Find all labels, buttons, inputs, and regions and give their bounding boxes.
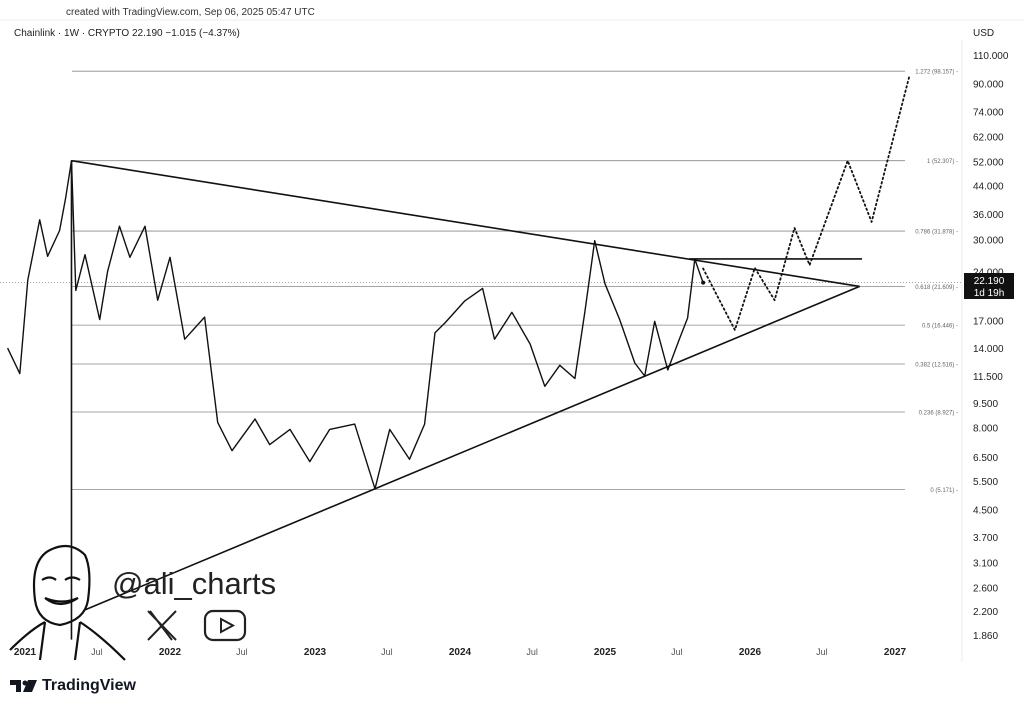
fib-label: 0.236 (8.927) - <box>919 411 958 417</box>
price-tick-label: 9.500 <box>973 399 998 410</box>
time-tick-label: Jul <box>671 647 683 657</box>
triangle-lower-line <box>84 285 860 611</box>
youtube-icon <box>203 609 247 642</box>
price-tick-label: 2.600 <box>973 583 998 594</box>
fib-label: 1 (52.307) - <box>927 159 958 165</box>
fib-label: 1.272 (98.157) - <box>915 70 958 76</box>
tradingview-logo[interactable]: TradingView <box>10 677 136 695</box>
price-tick-label: 3.100 <box>973 558 998 569</box>
price-tick-label: 44.000 <box>973 181 1004 192</box>
symbol-legend: Chainlink · 1W · CRYPTO 22.190 −1.015 (−… <box>14 28 240 39</box>
time-tick-label: 2021 <box>14 647 37 658</box>
fib-label: 0.618 (21.609) - <box>915 285 958 291</box>
tradingview-logo-icon <box>10 680 37 692</box>
fib-label: 0.382 (12.516) - <box>915 362 958 368</box>
price-tick-label: 74.000 <box>973 107 1004 118</box>
time-tick-label: 2026 <box>739 647 762 658</box>
time-tick-label: 2024 <box>449 647 472 658</box>
last-price-dot <box>701 280 706 285</box>
fib-label: 0 (5.171) - <box>930 488 958 494</box>
time-tick-label: Jul <box>381 647 393 657</box>
fib-label: 0.5 (16.446) - <box>922 324 958 330</box>
price-tick-label: 30.000 <box>973 236 1004 247</box>
price-tick-label: 11.500 <box>973 372 1003 383</box>
price-tick-label: 8.000 <box>973 424 998 435</box>
x-logo-icon <box>147 610 177 641</box>
price-tick-label: 90.000 <box>973 80 1004 91</box>
avatar-illustration <box>9 544 126 661</box>
price-tick-label: 3.700 <box>973 533 998 544</box>
time-axis[interactable]: 2021 Jul 2022 Jul 2023 Jul 2024 Jul 2025 Jul 2026 J… <box>14 647 907 658</box>
time-tick-label: Jul <box>91 647 103 657</box>
projection-path <box>702 74 911 331</box>
time-tick-label: 2027 <box>884 647 907 658</box>
price-tick-label: 1.860 <box>973 631 998 642</box>
time-tick-label: Jul <box>236 647 248 657</box>
current-price-badge <box>964 273 1014 299</box>
currency-label: USD <box>973 28 995 39</box>
price-line <box>6 159 704 490</box>
watermark-handle: @ali_charts <box>112 566 276 601</box>
price-tick-label: 2.200 <box>973 607 998 618</box>
fibonacci-levels: 1.272 (98.157) - 1 (52.307) - 0.786 (31.87… <box>0 70 962 494</box>
time-tick-label: Jul <box>526 647 538 657</box>
price-tick-label: 5.500 <box>973 477 998 488</box>
bar-countdown: 1d 19h <box>974 288 1005 299</box>
current-price-marker: 22.190 1d 19h <box>964 273 1014 299</box>
chart-credit: created with TradingView.com, Sep 06, 20… <box>66 7 315 18</box>
trendlines <box>70 159 863 640</box>
price-tick-label: 110.000 <box>973 51 1009 62</box>
time-tick-label: 2025 <box>594 647 617 658</box>
price-tick-label: 24.000 <box>973 267 1004 278</box>
price-tick-label: 36.000 <box>973 210 1004 221</box>
time-tick-label: Jul <box>816 647 828 657</box>
time-tick-label: 2022 <box>159 647 182 658</box>
price-tick-label: 6.500 <box>973 453 998 464</box>
price-tick-label: 17.000 <box>973 316 1004 327</box>
triangle-upper-line <box>71 159 860 288</box>
price-tick-label: 52.000 <box>973 158 1004 169</box>
watermark: @ali_charts <box>9 544 276 661</box>
price-tick-label: 62.000 <box>973 133 1004 144</box>
price-tick-label: 4.500 <box>973 505 998 516</box>
price-series <box>6 74 911 490</box>
current-price-value: 22.190 <box>974 276 1005 287</box>
tradingview-brand: TradingView <box>42 677 136 694</box>
time-tick-label: 2023 <box>304 647 327 658</box>
price-tick-label: 14.000 <box>973 344 1004 355</box>
price-axis[interactable]: 110.000 90.000 74.000 62.000 52.000 44.000 36.… <box>973 51 1009 642</box>
fib-label: 0.786 (31.878) - <box>915 230 958 236</box>
